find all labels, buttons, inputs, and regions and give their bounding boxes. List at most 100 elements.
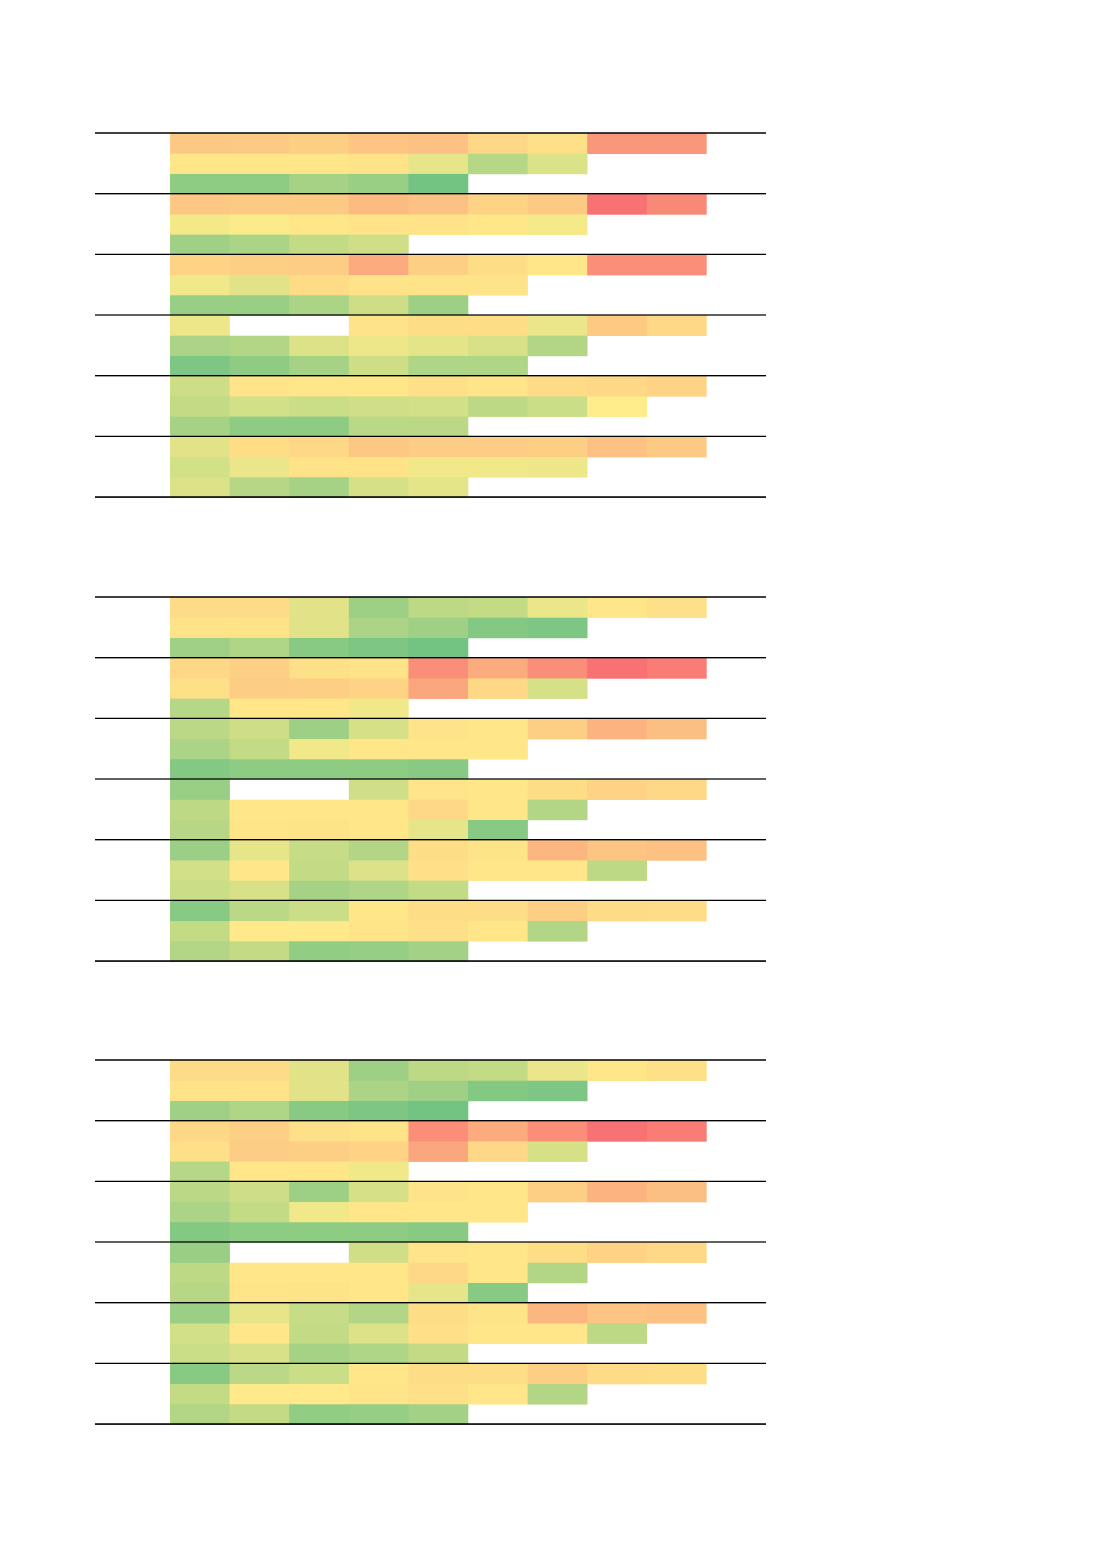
heatmap-cell [408,941,469,962]
heatmap-cell [468,1242,528,1264]
heatmap-cell [408,376,469,397]
heatmap-cell [229,457,290,478]
heatmap-cell [229,194,290,215]
heatmap-cell [348,637,409,659]
heatmap-cell [348,1141,409,1162]
heatmap-cell [170,1262,230,1284]
heatmap-cell [348,436,409,458]
heatmap-cell [289,1121,350,1142]
heatmap-cell [229,698,290,720]
heatmap-cell [170,1141,230,1162]
heatmap-cell [289,1303,350,1324]
heatmap-cell [348,457,409,478]
heatmap-cell [170,1384,230,1405]
heatmap-cell [468,658,528,679]
heatmap-cell [229,1181,290,1203]
heatmap-cell [229,819,290,841]
heatmap-cell [229,1282,290,1304]
heatmap-cell [289,477,350,498]
heatmap-cell [170,1060,230,1082]
heatmap-cell [348,133,409,155]
heatmap-cell [408,1384,469,1405]
heatmap-cell [408,678,469,699]
heatmap-cell [408,739,469,760]
heatmap-cell [348,718,409,740]
heatmap-cell [646,597,707,619]
heatmap-cell [408,1242,469,1264]
heatmap-cell [468,376,528,397]
heatmap-cell [289,1202,350,1223]
heatmap-cell [289,739,350,760]
heatmap-cell [408,637,469,659]
heatmap-cell [289,1080,350,1102]
heatmap-cell [527,1323,588,1344]
heatmap-cell [289,396,350,417]
heatmap-cell [348,739,409,760]
heatmap-cell [408,1404,469,1425]
heatmap-cell [527,457,588,478]
heatmap-cell [289,1384,350,1405]
heatmap-cell [289,194,350,215]
heatmap-cell [646,1303,707,1324]
heatmap-cell [527,921,588,942]
heatmap-cell [170,214,230,235]
heatmap-cell [408,1060,469,1082]
heatmap-cell [587,779,648,801]
heatmap-cell [289,1262,350,1284]
heatmap-cell [527,1384,588,1405]
heatmap-cell [348,597,409,619]
heatmap-cell [408,254,469,276]
heatmap-cell [289,416,350,438]
heatmap-cell [408,799,469,821]
heatmap-cell [170,739,230,760]
heatmap-cell [646,1121,707,1142]
heatmap-cell [468,1282,528,1304]
heatmap-cell [468,678,528,699]
heatmap-cell [348,477,409,498]
heatmap-cell [408,1282,469,1304]
heatmap-cell [289,173,350,195]
heatmap-cell [408,1323,469,1344]
heatmap-cell [527,617,588,639]
heatmap-cell [170,1363,230,1385]
heatmap-cell [408,860,469,881]
heatmap-cell [468,214,528,235]
heatmap-cell [170,658,230,679]
heatmap-cell [229,1222,290,1243]
heatmap-cell [289,1141,350,1162]
heatmap-cell [587,254,648,276]
heatmap-cell [468,315,528,337]
heatmap-cell [527,1242,588,1264]
heatmap-cell [646,254,707,276]
heatmap-cell [468,133,528,155]
heatmap-cell [289,1323,350,1344]
heatmap-cell [408,597,469,619]
heatmap-cell [408,1181,469,1203]
heatmap-cell [229,1262,290,1284]
heatmap-cell [408,1363,469,1385]
heatmap-cell [289,819,350,841]
heatmap-cell [348,153,409,175]
heatmap-cell [468,840,528,861]
heatmap-cell [170,840,230,861]
heatmap-cell [348,860,409,881]
heatmap-cell [348,921,409,942]
heatmap-cell [289,658,350,679]
heatmap-cell [468,1303,528,1324]
heatmap-panel-1 [95,132,766,498]
heatmap-cell [527,133,588,155]
heatmap-cell [646,1181,707,1203]
heatmap-cell [408,457,469,478]
heatmap-cell [289,153,350,175]
heatmap-cell [229,658,290,679]
heatmap-cell [646,1363,707,1385]
heatmap-cell [408,396,469,417]
heatmap-cell [229,759,290,780]
heatmap-cell [348,1202,409,1223]
heatmap-cell [170,900,230,922]
heatmap-cell [229,718,290,740]
heatmap-cell [468,718,528,740]
heatmap-cell [408,759,469,780]
heatmap-cell [229,799,290,821]
heatmap-cell [408,1202,469,1223]
